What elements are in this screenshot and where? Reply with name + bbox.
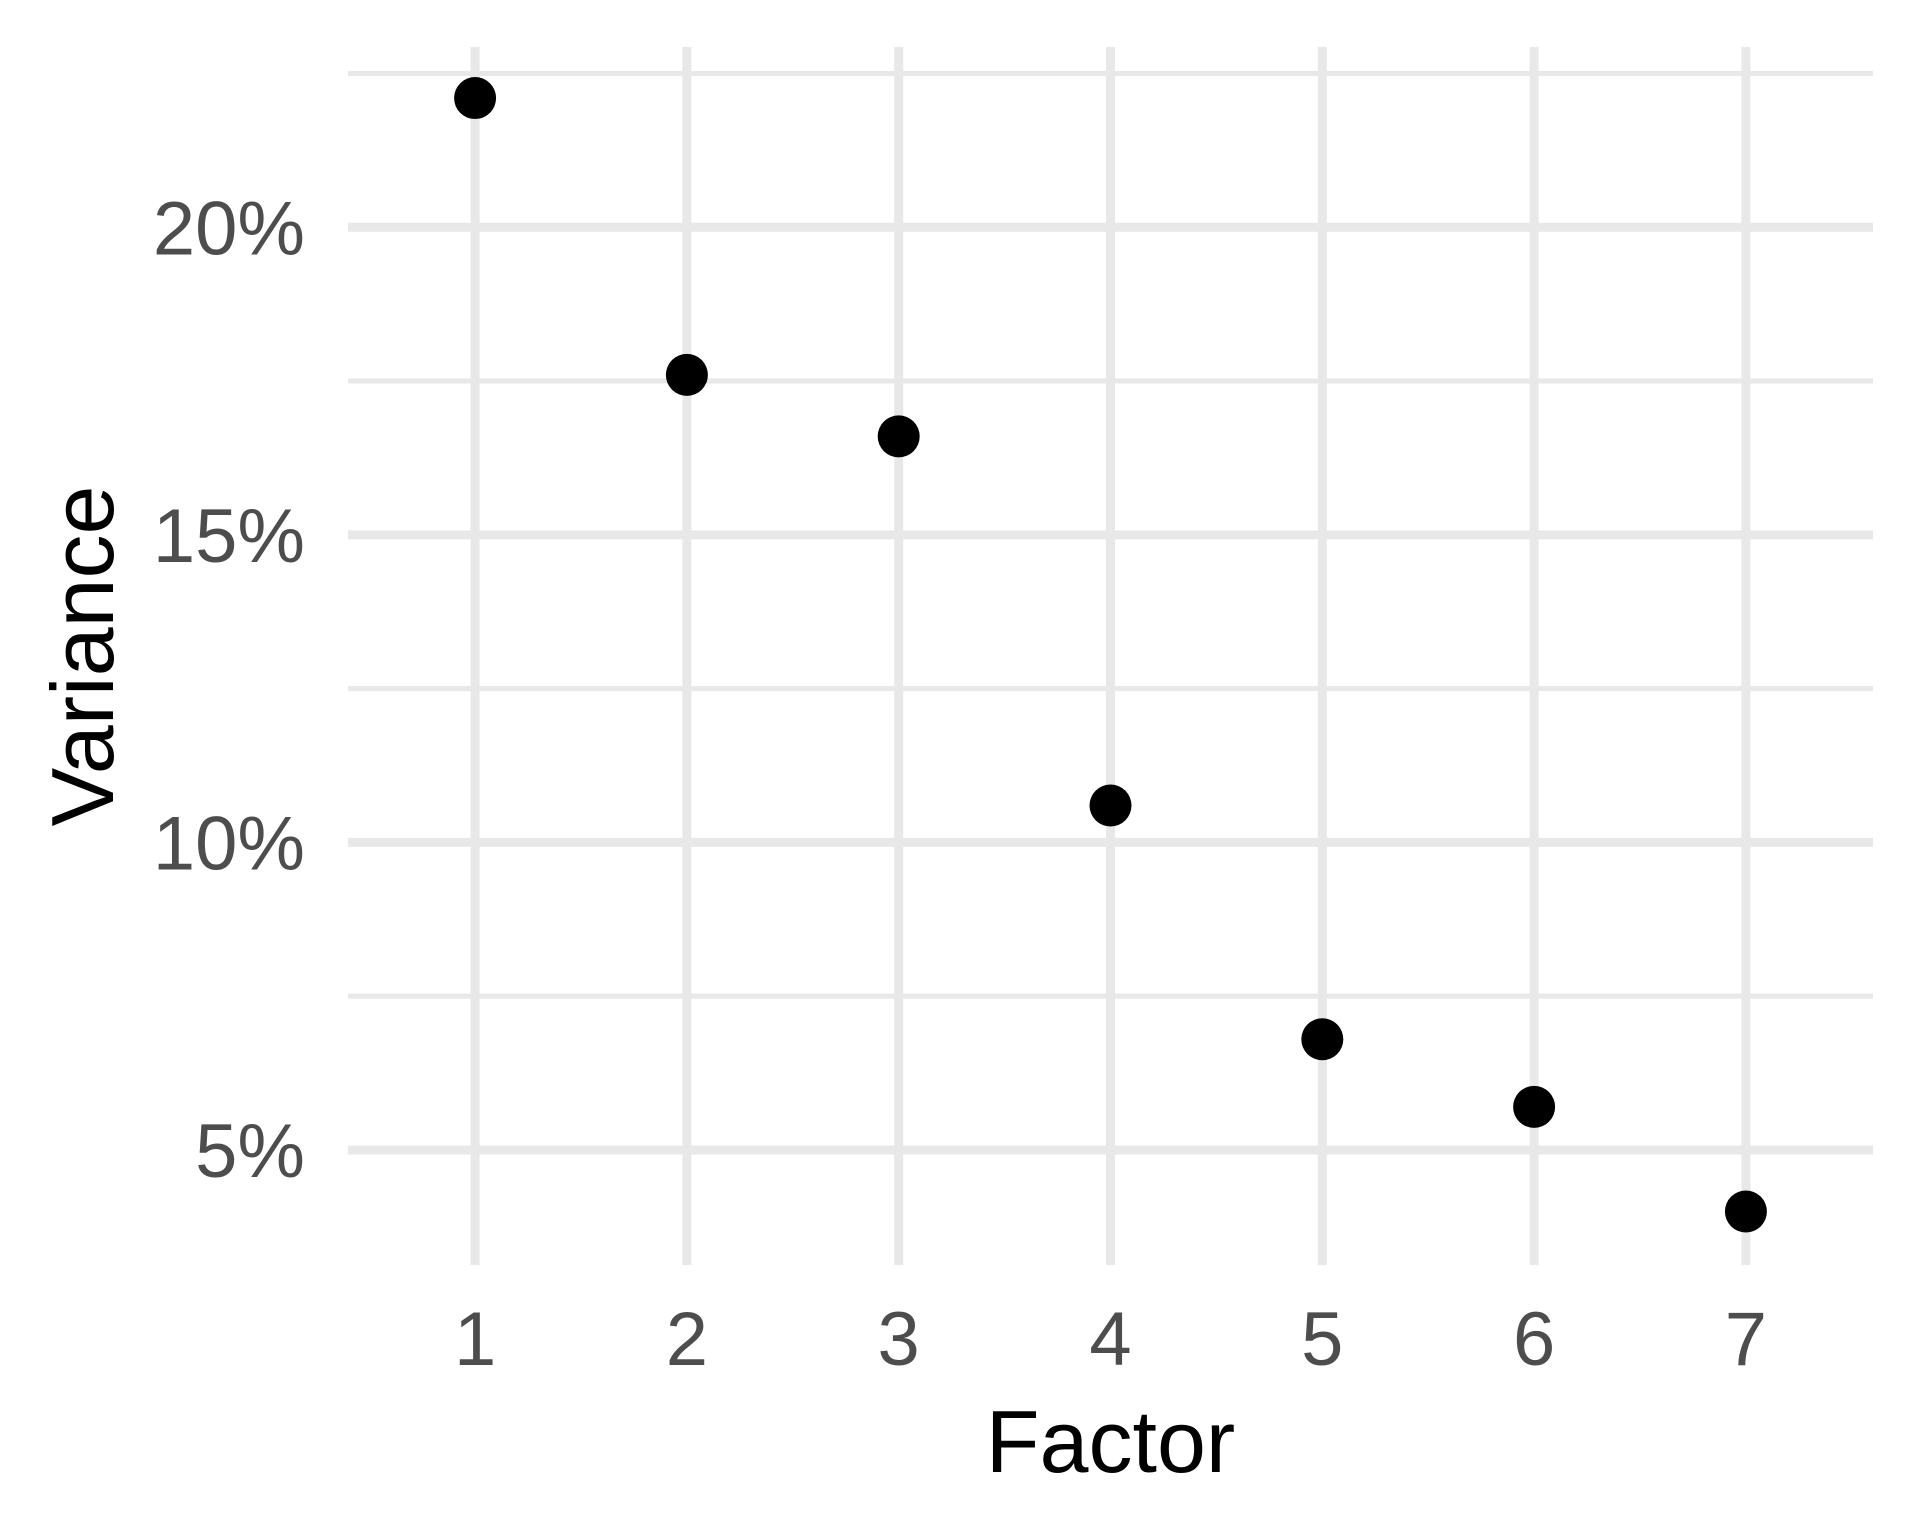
x-tick-label: 3 xyxy=(878,1297,920,1382)
x-tick-label: 6 xyxy=(1513,1297,1555,1382)
y-tick-label: 15% xyxy=(153,494,305,579)
x-axis-tick-labels: 1 2 3 4 5 6 7 xyxy=(454,1297,1767,1382)
data-point xyxy=(1089,784,1132,827)
x-tick-label: 7 xyxy=(1725,1297,1767,1382)
data-point xyxy=(1513,1085,1556,1128)
y-tick-label: 10% xyxy=(153,802,305,887)
data-points-layer xyxy=(454,77,1767,1233)
x-tick-label: 2 xyxy=(666,1297,708,1382)
x-tick-label: 4 xyxy=(1089,1297,1131,1382)
x-tick-label: 1 xyxy=(454,1297,496,1382)
data-point xyxy=(454,77,497,120)
data-point xyxy=(1301,1018,1344,1061)
y-tick-label: 20% xyxy=(153,186,305,271)
y-axis-title: Variance xyxy=(33,486,132,827)
x-tick-label: 5 xyxy=(1301,1297,1343,1382)
y-axis-tick-labels: 5% 10% 15% 20% xyxy=(153,186,305,1194)
data-point xyxy=(1724,1190,1767,1233)
data-point xyxy=(877,415,920,458)
gridlines-major xyxy=(348,47,1873,1265)
data-point xyxy=(665,353,708,396)
y-tick-label: 5% xyxy=(195,1109,305,1194)
x-axis-title: Factor xyxy=(986,1392,1235,1491)
